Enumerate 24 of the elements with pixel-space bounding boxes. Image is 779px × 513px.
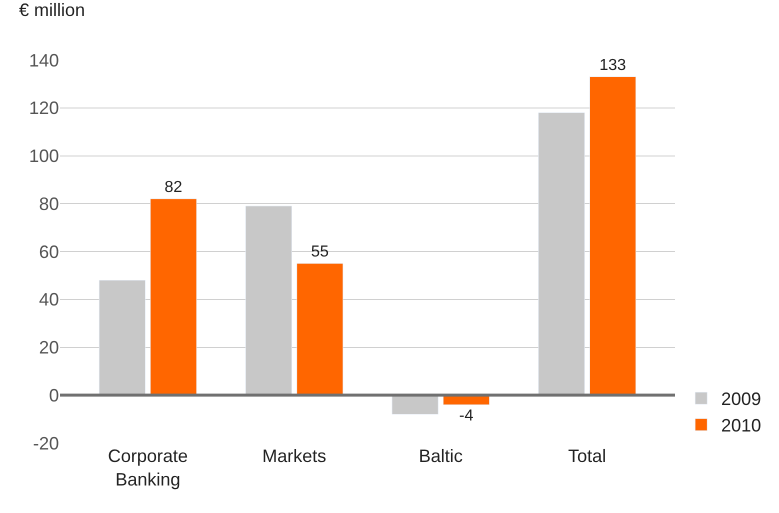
legend-label: 2010: [721, 416, 762, 436]
data-label: 55: [310, 243, 329, 260]
x-tick-label: Total: [568, 446, 606, 466]
y-tick-label: 120: [28, 98, 59, 118]
data-label: 82: [164, 178, 182, 196]
x-tick-label: Markets: [262, 446, 326, 466]
y-tick-label: 60: [38, 242, 59, 262]
y-tick-label: 40: [38, 290, 59, 310]
y-tick-label: 80: [38, 194, 59, 214]
bar: [589, 76, 636, 396]
y-tick-label: 140: [28, 50, 59, 70]
y-axis-title: € million: [19, 0, 86, 20]
data-label: -4: [459, 408, 474, 425]
legend-label: 2009: [721, 389, 762, 410]
y-tick-label: 100: [28, 146, 59, 166]
x-tick-label: Baltic: [418, 446, 463, 466]
bar: [150, 198, 197, 396]
bar: [296, 263, 344, 396]
y-tick-label: -20: [32, 433, 59, 454]
x-tick-label: Corporate Banking: [108, 446, 188, 490]
y-tick-label: 0: [48, 385, 59, 406]
bar: [392, 394, 438, 415]
data-label: 133: [599, 56, 626, 74]
y-tick-label: 20: [38, 338, 59, 358]
